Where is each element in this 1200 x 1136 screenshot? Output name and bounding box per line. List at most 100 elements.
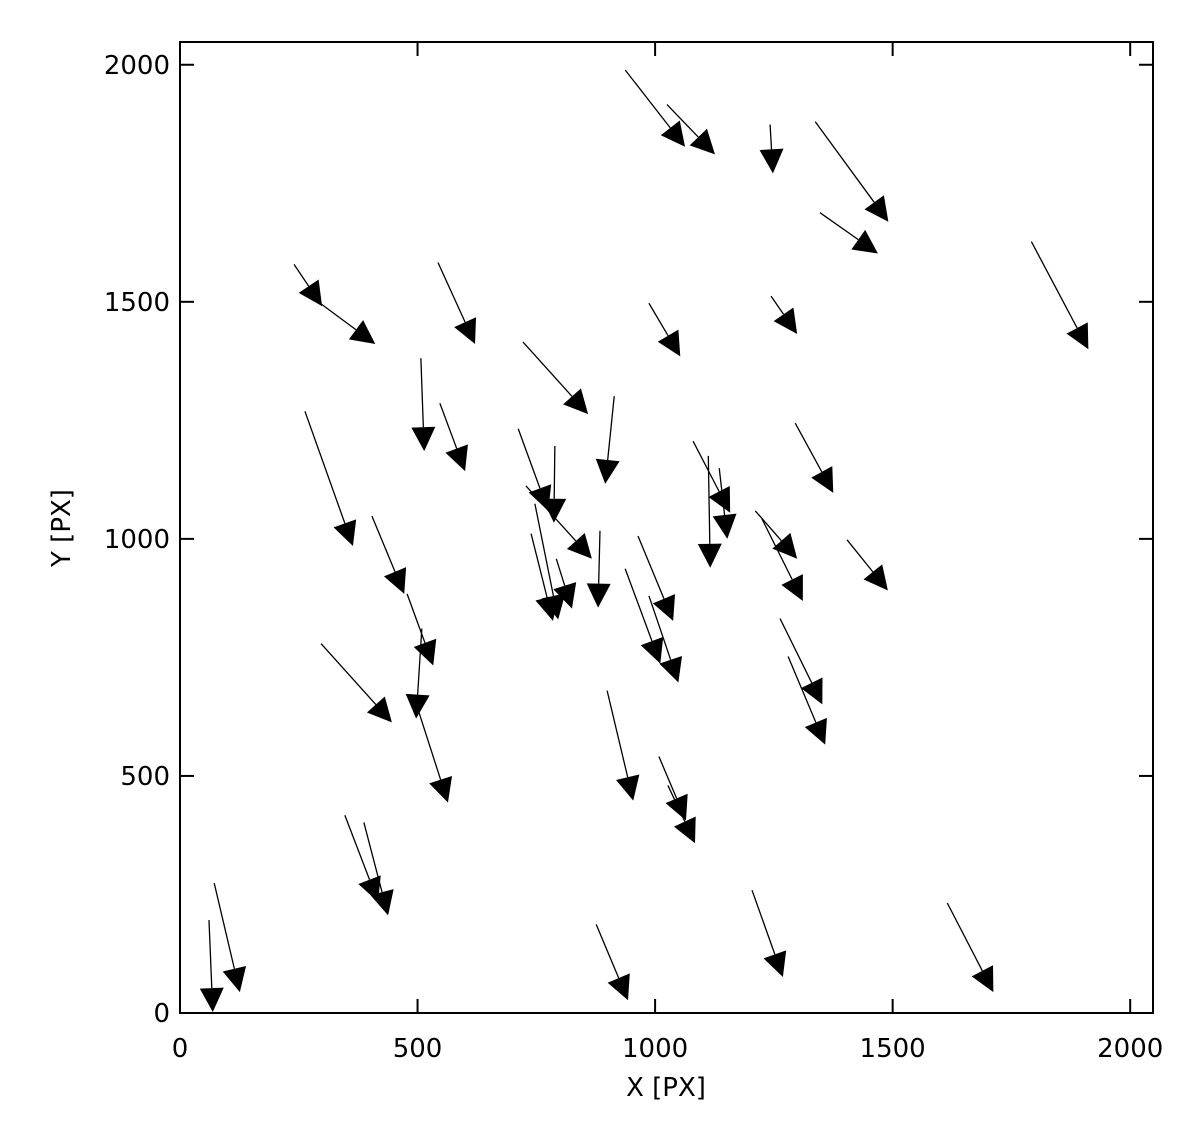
y-tick-label: 1500 [104, 288, 170, 318]
arrow [819, 212, 878, 254]
arrow-shaft [754, 510, 782, 542]
arrow-shaft [414, 700, 442, 780]
arrow-head [1066, 322, 1089, 350]
arrow-head [660, 120, 686, 147]
arrow-shaft [595, 924, 620, 979]
arrow [411, 358, 436, 452]
arrow-head [199, 987, 224, 1013]
x-tick-label: 500 [393, 1034, 443, 1064]
arrow [648, 302, 681, 357]
arrow-head [541, 593, 566, 620]
arrow [586, 530, 611, 608]
arrow-shaft [420, 358, 424, 428]
arrow [637, 535, 676, 621]
arrow [525, 485, 592, 559]
arrow-shaft [667, 785, 686, 822]
arrow-head [800, 677, 823, 705]
arrow [814, 121, 889, 222]
arrow-shaft [624, 568, 653, 642]
x-tick-label: 1000 [622, 1034, 688, 1064]
arrow [319, 302, 376, 345]
arrow-shaft [416, 628, 423, 695]
arrow-head [781, 574, 803, 601]
arrow-shaft [522, 341, 573, 397]
arrow [405, 628, 430, 719]
arrow-shaft [658, 756, 678, 799]
arrow [542, 445, 567, 523]
arrow-head [445, 444, 468, 472]
arrow-head [429, 775, 453, 803]
arrow-shaft [761, 518, 793, 580]
arrow [1030, 241, 1089, 350]
arrow-head [712, 513, 737, 539]
arrow-head [697, 543, 722, 568]
arrow-head [773, 307, 798, 335]
arrow-head [772, 532, 798, 559]
arrow-head [863, 564, 888, 591]
arrow-shaft [437, 262, 466, 323]
arrow-head [370, 889, 394, 916]
arrow-shaft [208, 920, 213, 989]
arrow-head [708, 485, 731, 513]
arrow [344, 815, 381, 903]
arrow-head [759, 148, 784, 174]
arrow [437, 262, 477, 345]
arrow-shaft [769, 124, 773, 150]
arrow-shaft [692, 440, 720, 492]
arrow [371, 515, 407, 594]
y-tick-label: 500 [120, 762, 170, 792]
arrow-head [542, 498, 567, 523]
arrow-shaft [534, 503, 555, 597]
arrow-shaft [607, 396, 615, 461]
arrow-shaft [517, 428, 541, 489]
arrow-shaft [770, 295, 785, 315]
x-tick-label: 2000 [1097, 1034, 1163, 1064]
y-tick-label: 2000 [104, 51, 170, 81]
arrow [759, 124, 784, 174]
arrow-shaft [666, 104, 699, 138]
arrow [320, 643, 392, 723]
arrow [794, 422, 834, 493]
arrow [648, 595, 683, 683]
arrow [414, 700, 453, 803]
arrow-shaft [319, 302, 357, 331]
arrow-head [640, 636, 664, 664]
arrow [517, 428, 552, 511]
arrow-head [333, 519, 357, 546]
arrow-shaft [553, 445, 556, 499]
arrow [751, 889, 787, 977]
arrow-shaft [624, 69, 671, 129]
arrow [595, 924, 630, 1001]
arrow-shaft [555, 558, 566, 586]
arrow-head [348, 320, 376, 345]
arrow-head [586, 583, 611, 608]
arrow-head [763, 950, 787, 977]
arrow [712, 468, 737, 539]
arrow [293, 264, 323, 307]
arrow-head [413, 638, 437, 666]
arrow [658, 756, 688, 821]
arrow [553, 558, 577, 609]
arrow-shaft [707, 455, 711, 544]
arrow [779, 618, 823, 705]
arrow-shaft [637, 535, 665, 599]
arrow-shaft [606, 690, 629, 778]
arrow-shaft [406, 593, 426, 644]
arrow [439, 403, 468, 472]
x-axis-label: X [PX] [626, 1073, 706, 1103]
arrow-head [222, 966, 247, 993]
arrow-shaft [213, 882, 235, 969]
arrow [606, 690, 640, 801]
arrow-head [566, 532, 592, 559]
arrow-head [652, 594, 676, 621]
arrow [846, 539, 888, 591]
arrow-shaft [814, 121, 875, 203]
arrow-head [657, 329, 681, 357]
plot-frame [179, 41, 1154, 1014]
arrow-shaft [344, 815, 371, 880]
arrow-head [563, 388, 589, 415]
arrow-head [607, 973, 630, 1001]
arrow [213, 882, 247, 993]
